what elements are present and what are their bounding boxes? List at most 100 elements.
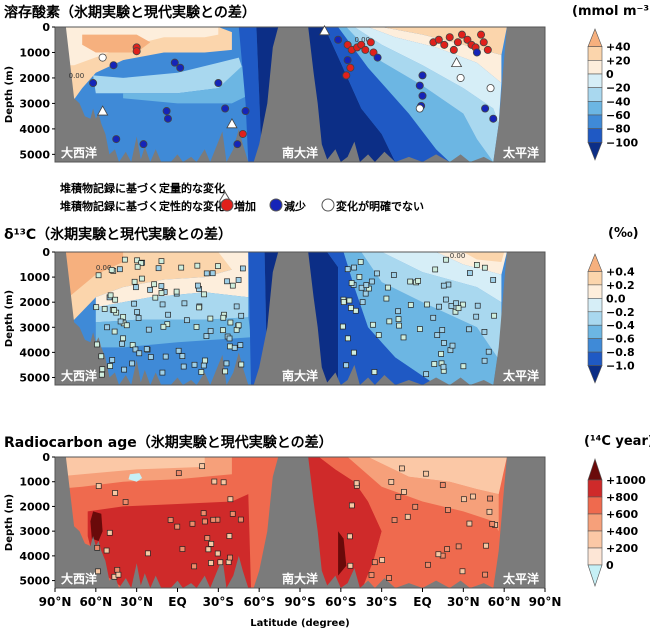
panel3-sample-marker (391, 517, 398, 523)
panel2-sample-marker (455, 305, 462, 312)
panel3-colorbar-swatch (587, 496, 603, 515)
oxygen-increase-marker (357, 40, 366, 49)
xtick-label: 30°N (120, 595, 153, 609)
panel3-sample-marker (210, 516, 217, 523)
panel3-contour-band (55, 457, 205, 477)
xtick-label: 90°S (284, 595, 315, 609)
panel2-sample-marker (417, 326, 423, 332)
oxygen-decrease-marker (472, 48, 481, 57)
panel3-sample-marker (346, 533, 353, 540)
xaxis-label: Latitude (degree) (250, 618, 349, 629)
xtick-label: 30°S (366, 595, 397, 609)
panel3-sample-marker (412, 503, 419, 510)
panel1-colorbar-label: −100 (606, 136, 639, 149)
panel2-colorbar-swatch (587, 284, 603, 299)
panel2-sample-marker (173, 288, 180, 295)
panel2-sample-marker (238, 312, 245, 319)
panel3-sample-marker (112, 490, 118, 496)
panel2-sample-marker (175, 347, 182, 354)
panel2-sample-marker (184, 317, 190, 324)
panel3-sample-marker (470, 493, 476, 500)
panel2-sample-marker (98, 353, 105, 360)
panel1-contour-band (123, 62, 253, 104)
panel3-sample-marker (486, 508, 493, 515)
marker-legend (218, 191, 335, 212)
panel3-title: Radiocarbon age（氷期実験と現代実験との差） (4, 435, 333, 451)
legend-decrease-dot (269, 198, 283, 212)
panel2-sample-marker (104, 324, 110, 331)
panel1-title: 溶存酸素（氷期実験と現代実験との差） (4, 5, 256, 21)
panel3-sample-marker (487, 495, 493, 502)
panel1-bathymetry (55, 27, 545, 162)
panel2-sample-marker (351, 264, 357, 271)
panel2-sample-marker (207, 328, 214, 334)
panel2-bathymetry (55, 252, 545, 385)
panel3-colorbar-swatch (587, 479, 603, 498)
panel3-units: (¹⁴C year) (584, 434, 650, 449)
panel2-contour-band (95, 292, 249, 323)
panel3-colorbar-label: +200 (606, 542, 639, 555)
panel1-ytick-label: 0 (42, 21, 50, 34)
xtick-label: 60°S (243, 595, 274, 609)
panel2-sample-marker (351, 349, 357, 356)
panel3-contour-band (300, 457, 382, 588)
oxygen-decrease-marker (481, 104, 490, 113)
panel1-contour-band (93, 57, 246, 94)
panel2-sample-marker (356, 274, 363, 280)
panel2-sample-marker (491, 312, 497, 319)
panel1-basin-label-atlantic: 大西洋 (61, 145, 97, 160)
panel2-sample-marker (209, 270, 216, 277)
panel2-sample-marker (135, 315, 142, 321)
panel2-sample-marker (203, 270, 210, 277)
panel2-sample-marker (134, 309, 140, 315)
panel2-sample-marker (235, 322, 242, 329)
panel3-sample-marker (435, 551, 442, 558)
panel1-basin-label-pacific: 太平洋 (503, 145, 539, 160)
panel2-ytick-label: 3000 (19, 321, 50, 334)
panel2-sample-marker (363, 282, 370, 288)
panel2-sample-marker (202, 357, 208, 364)
panel2-sample-marker (374, 270, 380, 277)
panel2-sample-marker (227, 343, 233, 350)
panel2-sample-marker (194, 262, 201, 269)
panel3-ytick-label: 2000 (19, 500, 50, 513)
panel2-contour-band (95, 317, 251, 348)
xtick-label: EQ (413, 595, 431, 609)
panel3-sample-marker (114, 566, 121, 573)
oxygen-decrease-marker (233, 140, 242, 149)
panel2-sample-marker (445, 281, 452, 288)
panel2-sample-marker (203, 333, 210, 339)
oxygen-increase-marker (342, 71, 351, 80)
panel2-sample-marker (143, 346, 150, 352)
panel2-sample-marker (453, 300, 459, 307)
panel2-colorbar-label: −0.2 (606, 306, 635, 319)
panel2-sample-marker (223, 360, 230, 367)
panel2-sample-marker (473, 313, 480, 320)
legend-circle-label: 堆積物記録に基づく定性的な変化 (60, 200, 225, 213)
panel3-sample-marker (122, 499, 129, 505)
panel3-contour-band (128, 473, 143, 482)
panel3-sample-marker (103, 547, 110, 554)
legend-triangle-label: 堆積物記録に基づく定量的な変化 (60, 182, 225, 195)
panel2-sample-marker (94, 341, 100, 348)
panel2-sample-marker (348, 280, 355, 286)
panel2-sample-marker (99, 366, 106, 373)
oxygen-increase-marker (483, 45, 492, 54)
panel3-sample-marker (371, 559, 378, 566)
panel2-colorbar-swatch (587, 311, 603, 326)
panel2-sample-marker (117, 318, 124, 325)
panel2-sample-marker (224, 278, 230, 285)
panel3-sample-marker (227, 496, 234, 503)
oxygen-decrease-marker (415, 81, 424, 90)
oxygen-unclear-marker (98, 53, 107, 62)
oxygen-increase-marker (346, 63, 355, 72)
panel1-ytick-label: 1000 (19, 46, 50, 59)
panel2-sample-marker (370, 321, 376, 328)
panel2-sample-marker (200, 362, 207, 369)
panel2-sample-marker (400, 334, 407, 341)
panel2-sample-marker (132, 346, 139, 353)
panel1-colorbar-label: +40 (606, 41, 631, 54)
oxygen-unclear-marker (456, 73, 465, 82)
panel2-sample-marker (134, 257, 140, 264)
panel3-colorbar-label: +600 (606, 508, 639, 521)
